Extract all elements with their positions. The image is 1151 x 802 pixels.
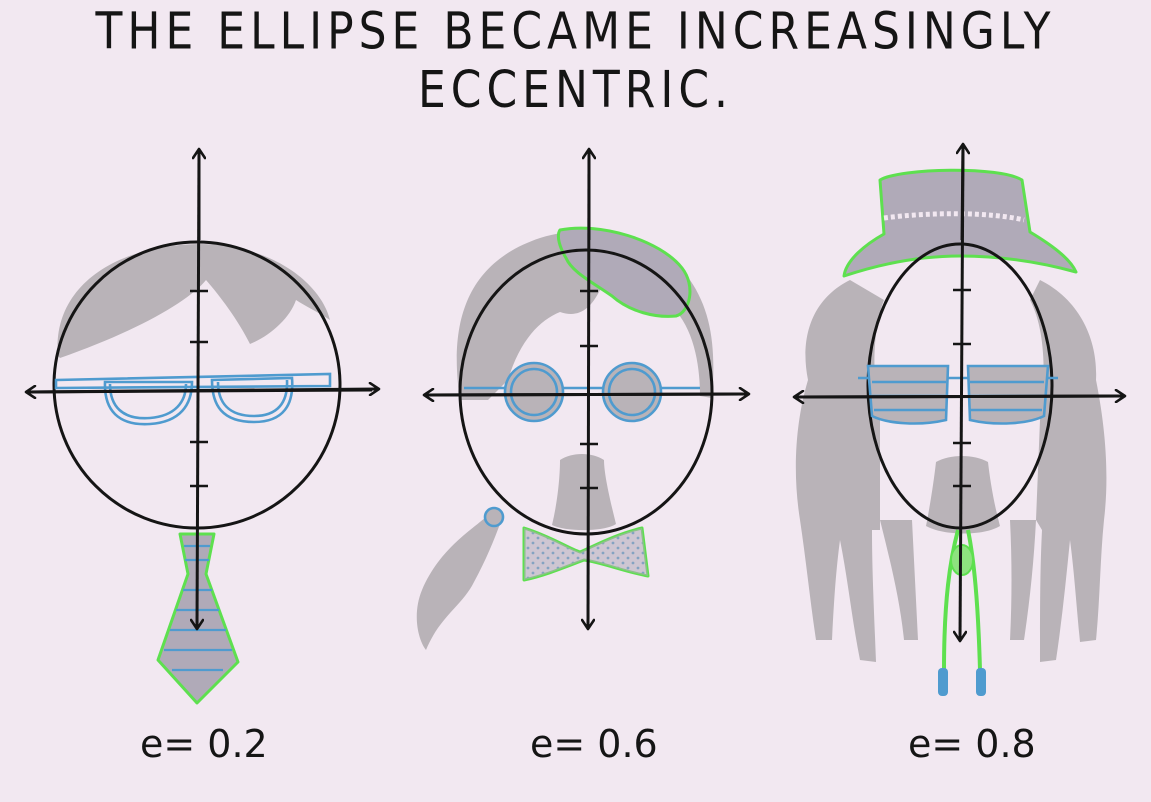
figure-2 — [416, 150, 748, 650]
eccentricity-label-1: e= 0.2 — [140, 722, 268, 766]
beard-3 — [926, 456, 1000, 534]
figure-1 — [27, 150, 378, 705]
eccentricity-label-2: e= 0.6 — [530, 722, 658, 766]
bolo-tie-3 — [938, 529, 986, 696]
ticks-3 — [953, 288, 971, 488]
hair-tie-2 — [483, 506, 505, 528]
glasses-1 — [54, 372, 332, 426]
hair-1 — [57, 244, 330, 358]
beard-2 — [552, 454, 616, 531]
figure-3 — [795, 145, 1124, 696]
ticks-1 — [190, 289, 208, 488]
eccentricity-label-3: e= 0.8 — [908, 722, 1036, 766]
page-title: THE ELLIPSE BECAME INCREASINGLY ECCENTRI… — [95, 2, 1056, 120]
hat-3 — [842, 168, 1078, 278]
glasses-2 — [464, 361, 700, 423]
ellipse-2 — [458, 248, 714, 536]
ticks-2 — [580, 289, 598, 490]
hair-3 — [795, 280, 884, 662]
sunglasses-3 — [858, 364, 1058, 425]
ponytail-2 — [416, 512, 500, 650]
